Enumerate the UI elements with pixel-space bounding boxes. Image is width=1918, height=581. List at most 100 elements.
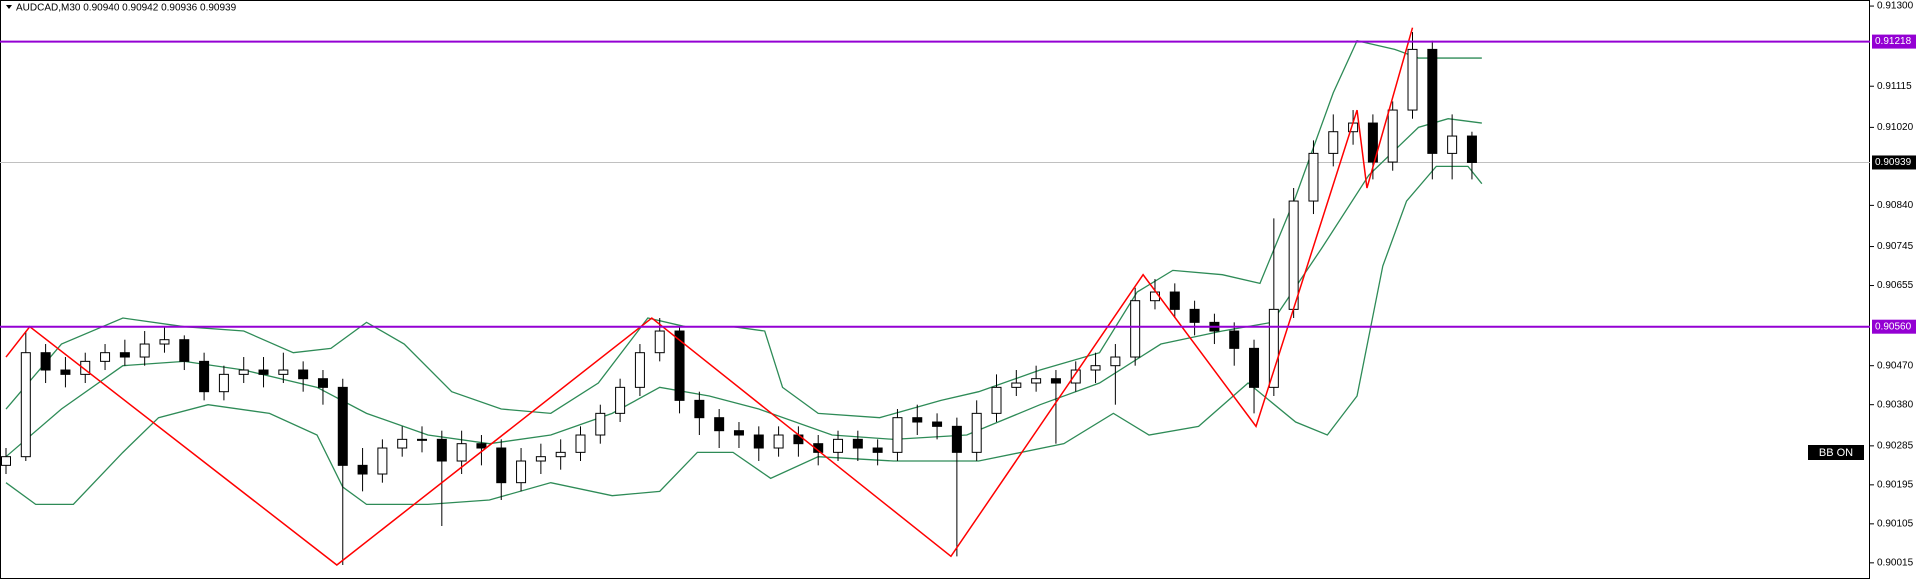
candle-body (377, 447, 388, 475)
candle-body (119, 352, 130, 358)
candle-body (912, 417, 923, 423)
candle-body (456, 443, 467, 462)
level-box (1872, 34, 1916, 49)
last-price-label: 0.90939 (1875, 157, 1912, 168)
y-tick-label: 0.90015 (1877, 557, 1914, 568)
bollinger-lower (5, 165, 1483, 505)
candle-body (951, 425, 962, 453)
candle-body (1090, 365, 1101, 371)
candle-body (20, 352, 31, 458)
bollinger-upper (5, 39, 1482, 419)
candle-body (793, 434, 804, 445)
y-tick-label: 0.91020 (1877, 122, 1914, 133)
candle-body (436, 438, 447, 462)
candle-body (516, 460, 527, 484)
candle-body (674, 330, 685, 401)
candle-body (575, 434, 586, 453)
candle-body (615, 386, 626, 414)
candle-body (654, 330, 665, 354)
candle-body (1169, 291, 1180, 310)
candle-body (694, 399, 705, 419)
candle-body (535, 456, 546, 462)
y-tick-label: 0.90655 (1877, 280, 1914, 291)
candle-body (971, 412, 982, 453)
candle-body (555, 451, 566, 458)
candle-body (417, 438, 428, 441)
candle-body (1308, 152, 1319, 202)
candle-body (1367, 122, 1378, 163)
candle-body (139, 343, 150, 358)
candle-body (159, 339, 170, 345)
candle-body (932, 421, 943, 427)
candle-body (733, 430, 744, 436)
candle-body (991, 386, 1002, 414)
y-tick-label: 0.90105 (1877, 518, 1914, 529)
candle-body (1387, 109, 1398, 163)
candle-body (872, 447, 883, 453)
zigzag (5, 27, 1414, 566)
candle-body (813, 443, 824, 453)
candle-body (1110, 356, 1121, 367)
candle-body (714, 417, 725, 432)
level-label: 0.90560 (1875, 321, 1912, 332)
candle-body (496, 447, 507, 484)
last-price-box (1872, 155, 1916, 170)
candle-body (753, 434, 764, 449)
menu-arrow[interactable] (6, 5, 12, 9)
y-tick-label: 0.90195 (1877, 479, 1914, 490)
candle-body (1407, 48, 1418, 111)
candle-body (1447, 135, 1458, 154)
candle-body (199, 360, 210, 393)
candle-body (1189, 308, 1200, 323)
annotation: BB ON (1819, 447, 1853, 459)
candle-body (1, 456, 11, 466)
candle-body (1130, 300, 1141, 358)
candle-body (476, 443, 487, 449)
y-tick-label: 0.91300 (1877, 1, 1914, 12)
candle-body (595, 412, 606, 436)
level-box (1872, 319, 1916, 334)
candle-body (80, 360, 91, 375)
candle-body (1070, 369, 1081, 384)
candle-body (1031, 378, 1042, 384)
y-tick-label: 0.90745 (1877, 241, 1914, 252)
y-tick-label: 0.91115 (1877, 81, 1912, 92)
candle-body (1328, 131, 1339, 154)
level-label: 0.91218 (1875, 36, 1912, 47)
candle-body (1229, 330, 1240, 349)
candle-body (40, 352, 51, 371)
y-tick-label: 0.90380 (1877, 399, 1914, 410)
candle-body (179, 339, 190, 362)
candle-body (1268, 308, 1279, 388)
candle-body (1427, 48, 1438, 154)
candle-body (833, 438, 844, 453)
candle-body (278, 369, 289, 375)
candle-body (60, 369, 71, 375)
candle-body (1011, 382, 1022, 388)
plot-frame (0, 0, 1870, 579)
candle-body (892, 417, 903, 453)
candle-body (852, 438, 863, 449)
candle-body (773, 434, 784, 449)
marks (0, 27, 1870, 566)
y-tick-label: 0.90840 (1877, 200, 1914, 211)
candle-body (1466, 135, 1477, 163)
candle-body (238, 369, 249, 375)
y-tick-label: 0.90285 (1877, 440, 1914, 451)
candle-body (218, 373, 229, 393)
candle-body (100, 352, 111, 362)
candle-body (397, 438, 408, 449)
candle-body (298, 369, 309, 380)
candle-body (317, 378, 328, 388)
candle-body (337, 386, 348, 466)
candle-body (1050, 378, 1061, 384)
candle-body (357, 464, 368, 475)
y-tick-label: 0.90470 (1877, 360, 1914, 371)
chart-title: AUDCAD,M30 0.90940 0.90942 0.90936 0.909… (16, 3, 237, 14)
candle-body (634, 352, 645, 388)
candle-body (1288, 200, 1299, 310)
annotation-box (1808, 445, 1864, 460)
candle-body (1149, 291, 1160, 302)
candle-body (258, 369, 269, 375)
